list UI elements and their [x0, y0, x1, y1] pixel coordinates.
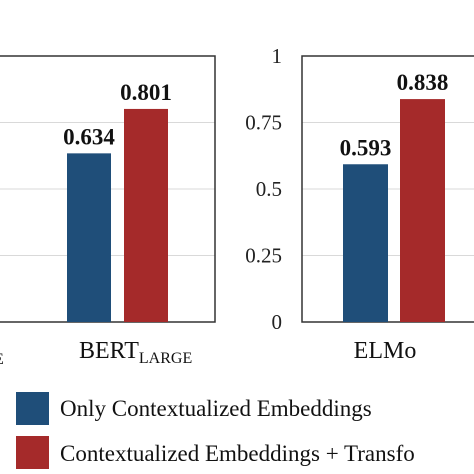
legend: Only Contextualized Embeddings Contextua…	[16, 392, 415, 469]
legend-label-contextualized-transfo: Contextualized Embeddings + Transfo	[60, 441, 415, 466]
panel-elmo-frame	[301, 55, 474, 323]
panel-elmo: 0 0.25 0.5 0.75 1 0.593 0.838 ELMo	[245, 44, 474, 364]
data-label-bert-series-0: 0.634	[63, 124, 115, 149]
bar-elmo-series-0	[343, 164, 388, 322]
panel-elmo-bars: 0.593 0.838	[340, 70, 449, 322]
y-tick-label-4: 1	[272, 44, 283, 68]
y-tick-label-2: 0.5	[256, 177, 282, 201]
data-label-elmo-series-0: 0.593	[340, 135, 392, 160]
bar-bert-series-1	[124, 108, 168, 323]
panel-elmo-y-axis: 0 0.25 0.5 0.75 1	[245, 44, 282, 334]
bar-bert-series-0	[67, 153, 111, 322]
data-label-elmo-series-1: 0.838	[397, 70, 449, 95]
y-tick-label-1: 0.25	[245, 244, 282, 268]
legend-swatch-contextualized-transfo	[16, 436, 49, 469]
data-label-bert-series-1: 0.801	[120, 80, 172, 105]
y-tick-label-0: 0	[272, 310, 283, 334]
bar-elmo-series-1	[400, 99, 445, 322]
category-label-elmo: ELMo	[354, 338, 417, 364]
partial-category-label: E	[0, 351, 4, 368]
category-label-bert: BERTLARGE	[79, 338, 192, 367]
legend-swatch-only-contextualized	[16, 392, 49, 425]
legend-label-only-contextualized: Only Contextualized Embeddings	[60, 396, 372, 421]
y-tick-label-3: 0.75	[245, 111, 282, 135]
